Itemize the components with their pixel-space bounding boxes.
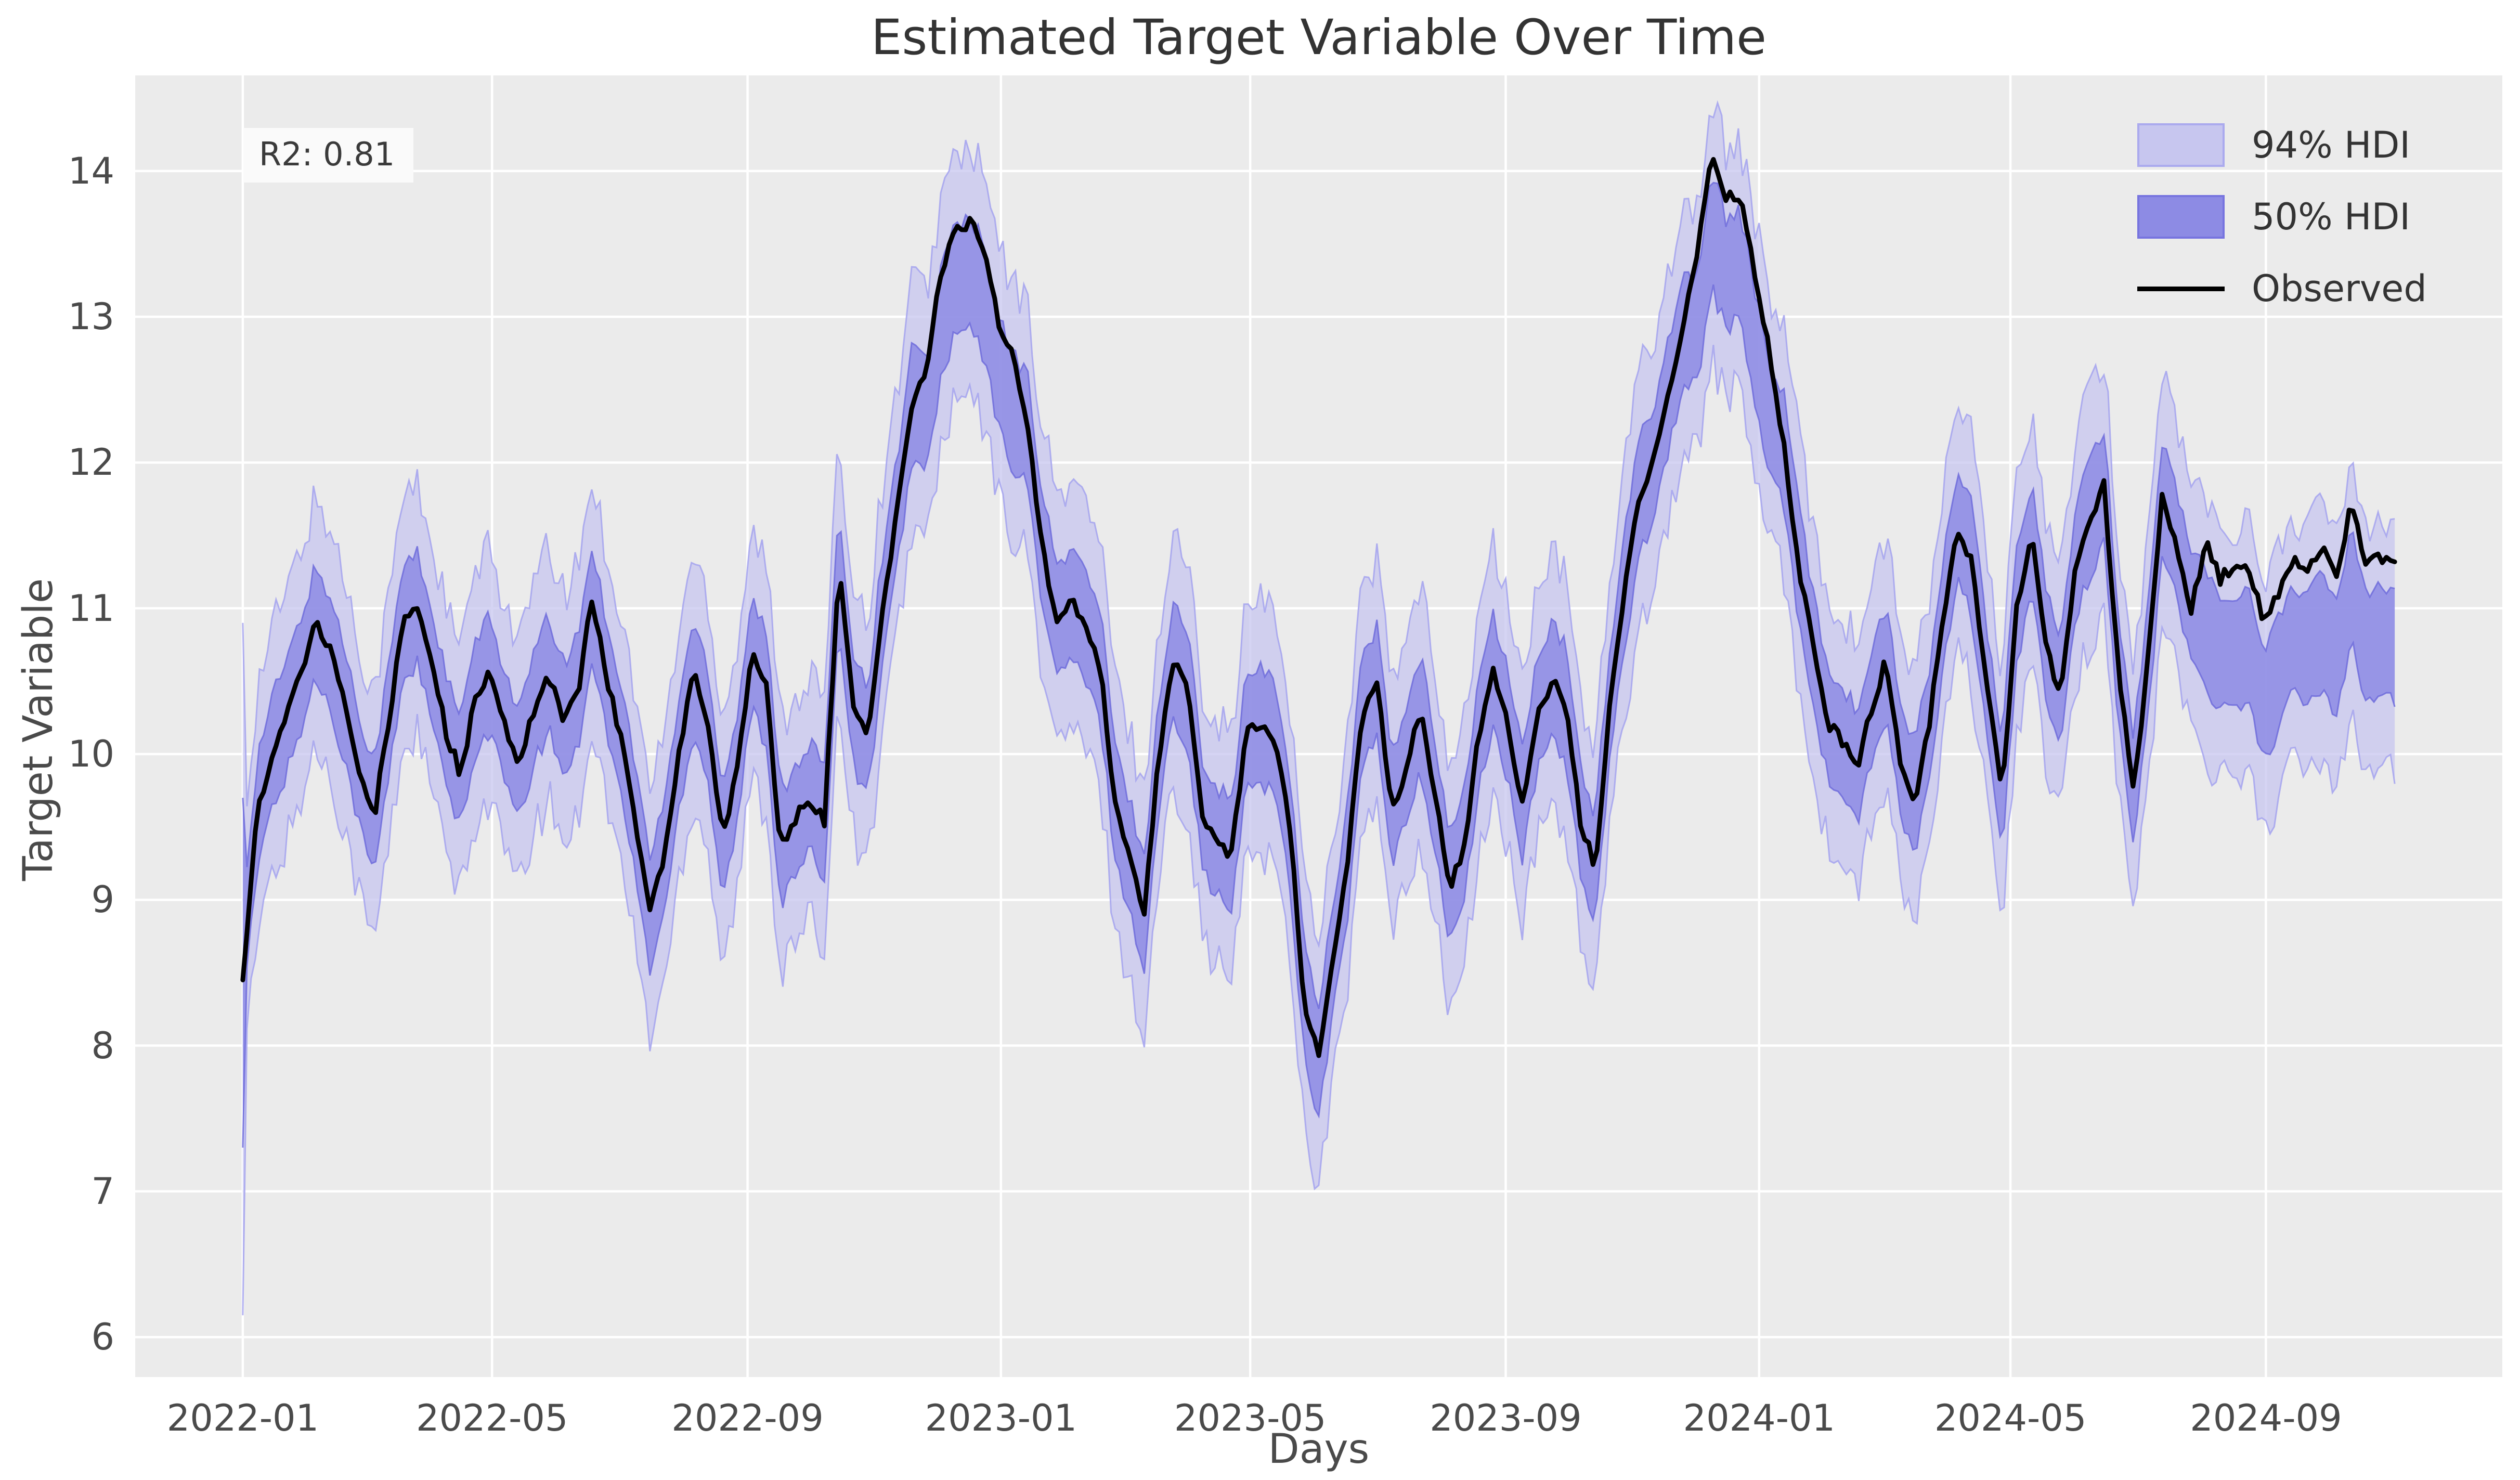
x-axis-label: Days xyxy=(1268,1426,1370,1473)
legend: 94% HDI 50% HDI Observed xyxy=(2137,109,2427,324)
y-tick-label: 7 xyxy=(91,1170,114,1213)
x-tick-label: 2024-09 xyxy=(2190,1397,2342,1439)
chart-title: Estimated Target Variable Over Time xyxy=(871,9,1766,66)
legend-swatch-94-hdi-icon xyxy=(2137,123,2225,167)
x-tick-label: 2023-05 xyxy=(1174,1397,1327,1439)
legend-swatch-observed-line-icon xyxy=(2137,286,2225,291)
legend-item-94-hdi: 94% HDI xyxy=(2137,109,2427,181)
legend-swatch-50-hdi-icon xyxy=(2137,195,2225,239)
y-tick-label: 12 xyxy=(68,441,114,484)
y-tick-label: 9 xyxy=(91,878,114,921)
x-tick-label: 2022-09 xyxy=(671,1397,824,1439)
y-tick-label: 11 xyxy=(68,587,114,630)
y-tick-label: 10 xyxy=(68,733,114,776)
legend-item-observed: Observed xyxy=(2137,253,2427,324)
y-tick-label: 13 xyxy=(68,295,114,339)
y-tick-label: 8 xyxy=(91,1024,114,1067)
x-tick-label: 2024-01 xyxy=(1683,1397,1836,1439)
legend-label-50-hdi: 50% HDI xyxy=(2252,196,2411,238)
x-tick-label: 2024-05 xyxy=(1934,1397,2087,1439)
x-tick-label: 2023-01 xyxy=(925,1397,1077,1439)
legend-label-observed: Observed xyxy=(2252,267,2427,310)
y-tick-label: 14 xyxy=(68,149,114,192)
legend-label-94-hdi: 94% HDI xyxy=(2252,124,2411,166)
r2-annotation: R2: 0.81 xyxy=(243,128,414,183)
legend-item-50-hdi: 50% HDI xyxy=(2137,181,2427,253)
y-tick-label: 6 xyxy=(91,1316,114,1359)
x-tick-label: 2023-09 xyxy=(1430,1397,1582,1439)
x-tick-label: 2022-01 xyxy=(166,1397,319,1439)
x-tick-label: 2022-05 xyxy=(415,1397,568,1439)
